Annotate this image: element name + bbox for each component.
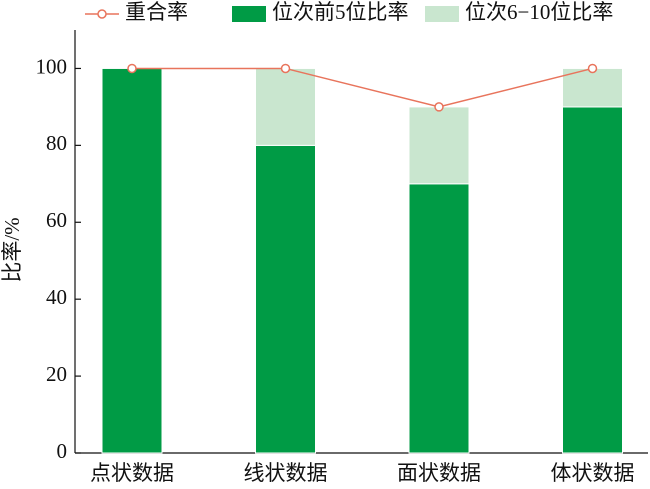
y-tick-label: 100 <box>36 54 68 78</box>
legend-label: 位次6−10位比率 <box>465 0 613 24</box>
bar <box>255 144 316 454</box>
y-tick-label: 60 <box>46 208 67 232</box>
legend-marker <box>97 9 107 19</box>
y-tick-label: 0 <box>57 439 68 463</box>
bar <box>101 67 163 454</box>
x-tick-label: 点状数据 <box>90 461 174 485</box>
line-marker <box>587 63 598 74</box>
legend-label: 位次前5位比率 <box>272 0 409 24</box>
bar <box>255 67 316 146</box>
line <box>132 67 593 108</box>
line-marker <box>434 102 444 112</box>
legend-swatch <box>425 6 459 22</box>
bar <box>562 67 623 108</box>
legend-label: 重合率 <box>125 0 188 24</box>
y-tick-label: 40 <box>46 285 67 309</box>
line-marker <box>127 63 137 74</box>
y-tick-label: 20 <box>46 362 67 386</box>
x-tick-label: 线状数据 <box>244 461 328 485</box>
bar <box>408 106 470 185</box>
y-tick-label: 80 <box>46 131 67 155</box>
y-axis-label: 比率/% <box>0 217 24 282</box>
bar <box>562 106 623 454</box>
bar <box>408 183 470 454</box>
x-tick-label: 面状数据 <box>397 461 481 485</box>
legend-swatch <box>232 6 266 22</box>
line-marker <box>280 63 291 74</box>
x-tick-label: 体状数据 <box>551 461 635 485</box>
